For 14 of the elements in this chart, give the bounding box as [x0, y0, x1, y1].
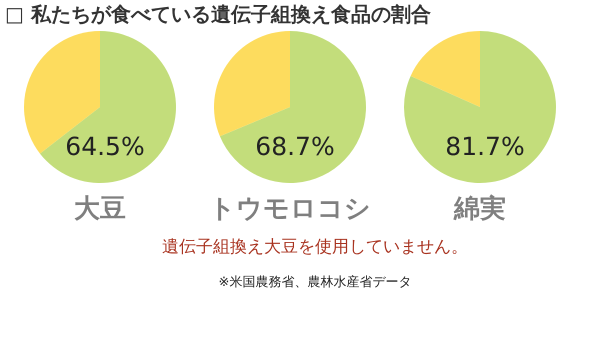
text: トウモロコシ — [209, 194, 371, 224]
pie-slice — [220, 31, 366, 183]
text: 遺伝子組換え大豆を使用していません。 — [162, 237, 468, 257]
data-label: 64.5% — [65, 132, 145, 161]
text: 綿実 — [453, 194, 506, 224]
text: 大豆 — [74, 194, 126, 224]
data-label: 68.7% — [255, 132, 335, 161]
data-label: 81.7% — [445, 132, 525, 161]
pie-slice — [410, 31, 480, 107]
text: □ 私たちが食べている遺伝子組換え食品の割合 — [5, 2, 431, 26]
pie-slice — [404, 31, 556, 183]
pie-slice — [40, 31, 176, 183]
pie-slice — [214, 31, 290, 136]
text: ※米国農務省、農林水産省データ — [218, 274, 412, 290]
